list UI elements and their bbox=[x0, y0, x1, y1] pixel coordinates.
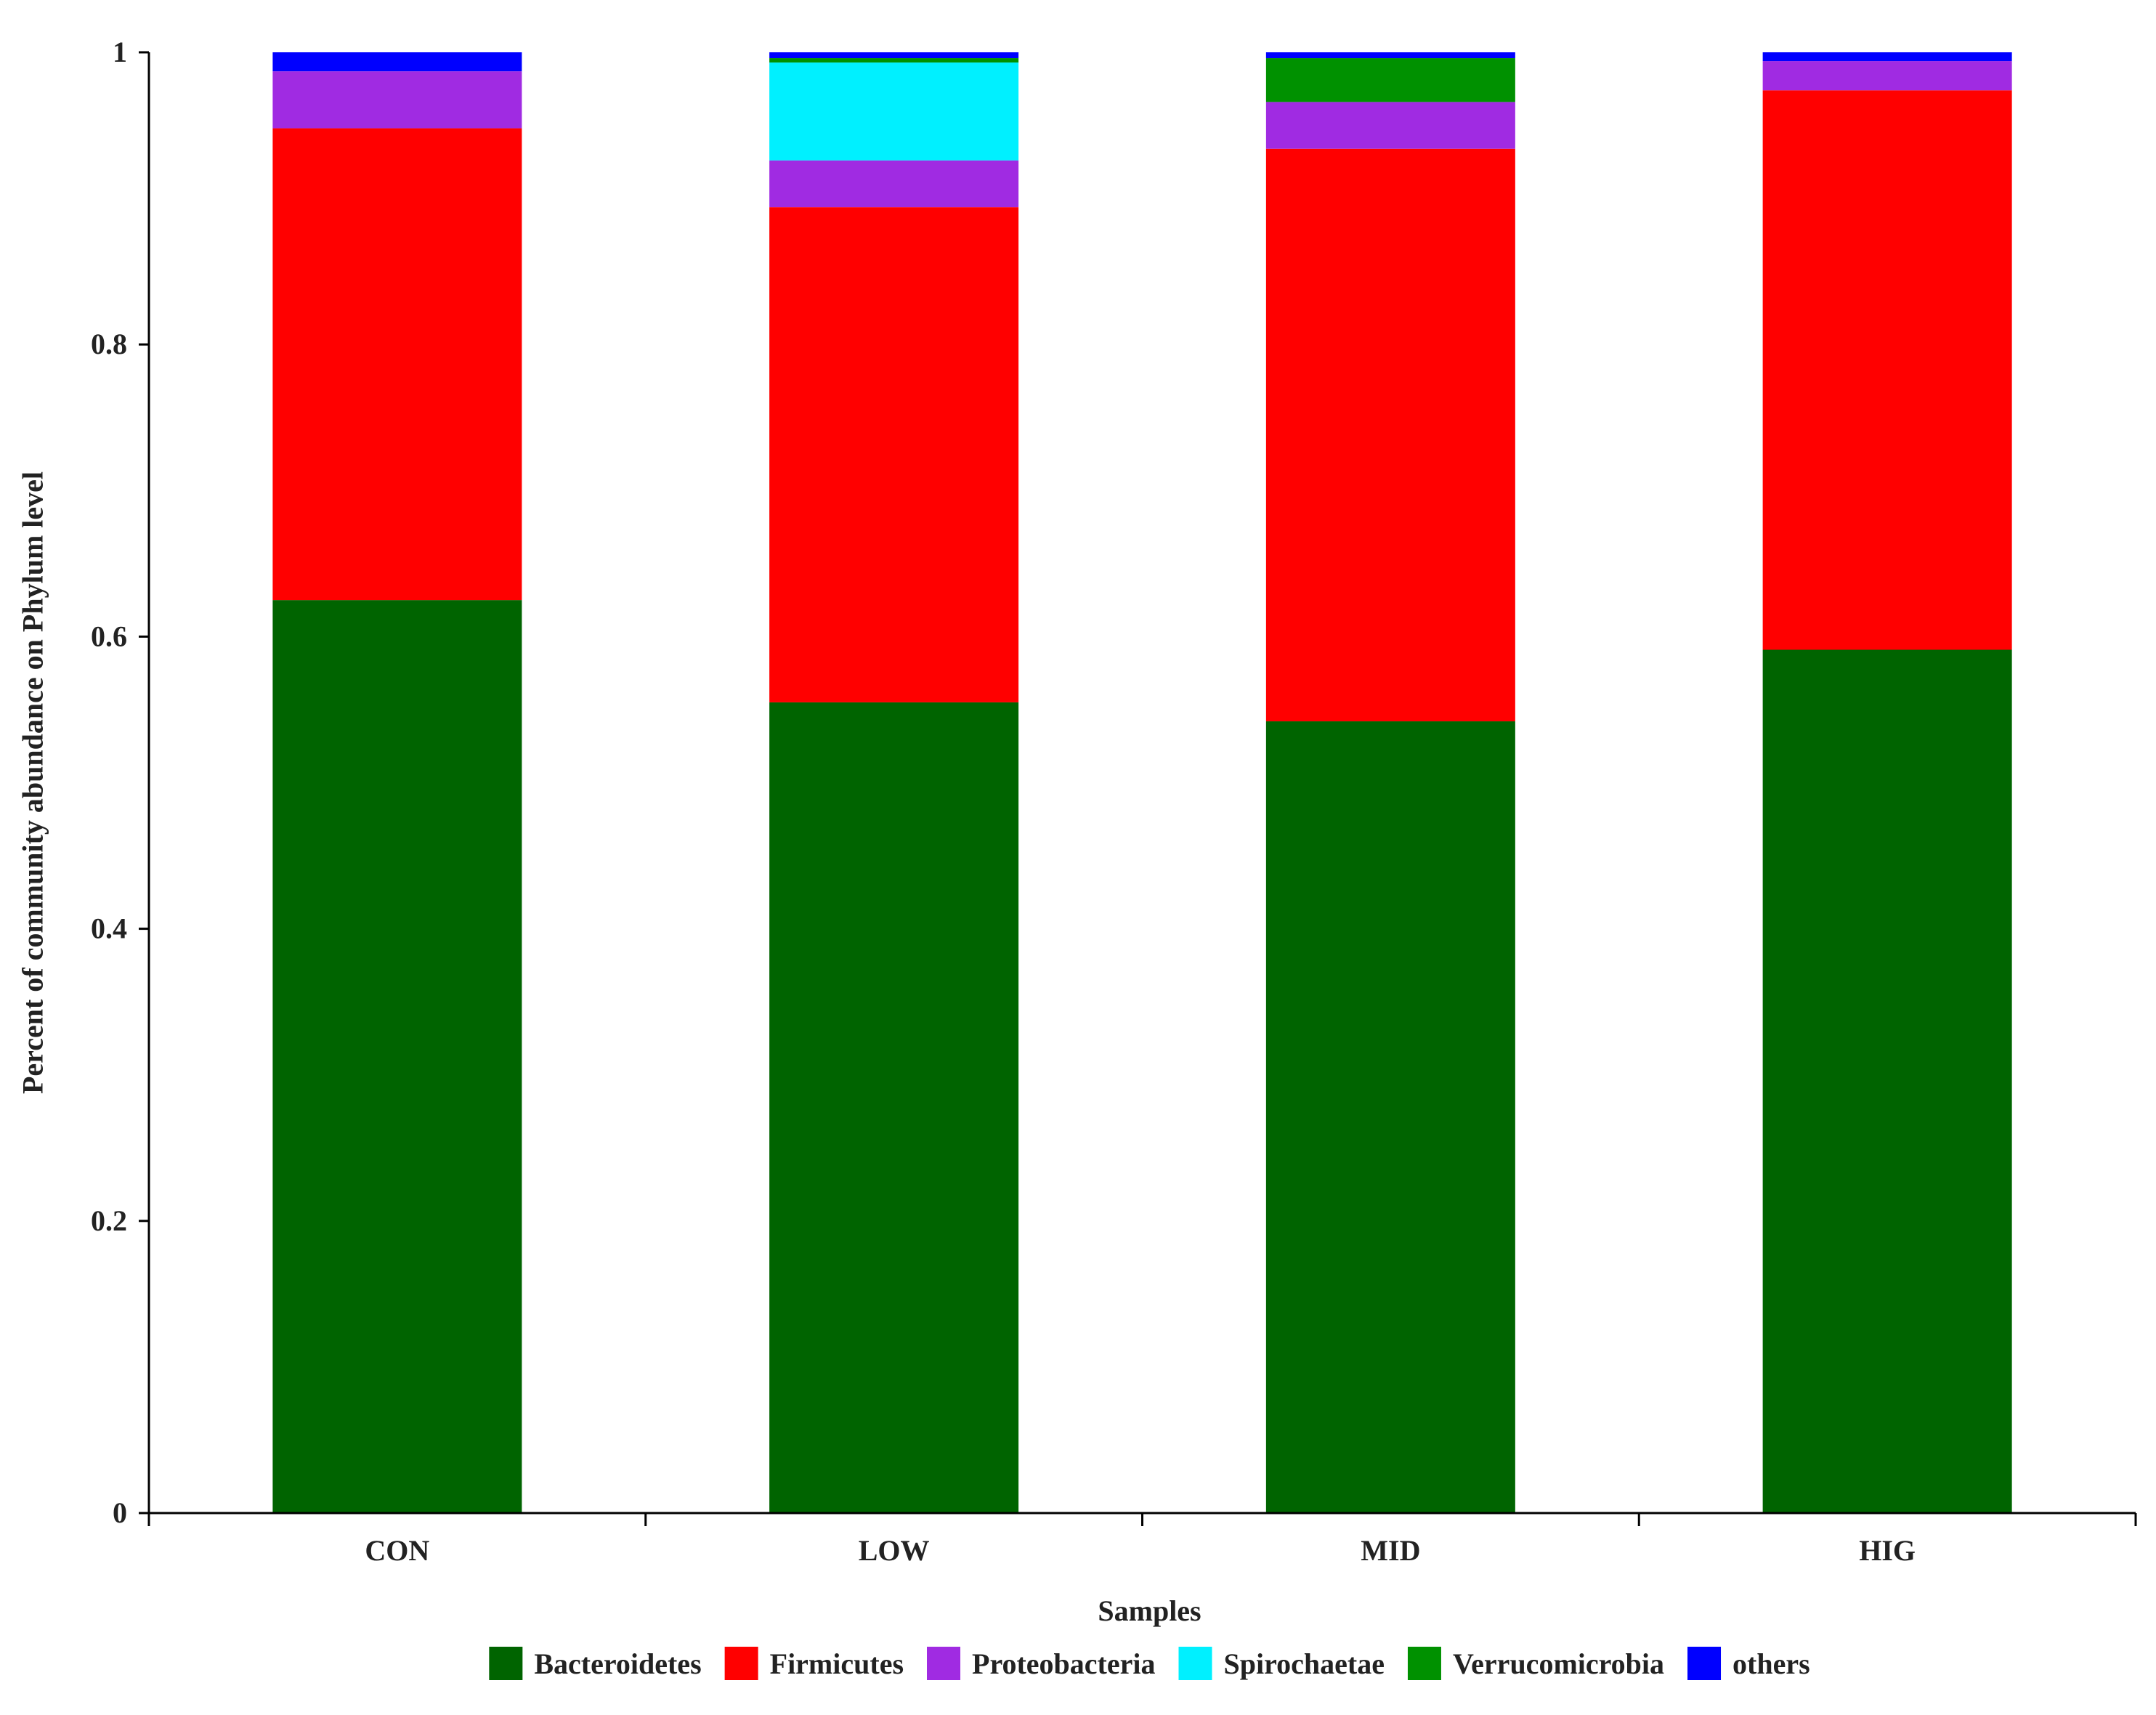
legend-swatch bbox=[489, 1647, 523, 1680]
legend-item: Spirochaetae bbox=[1178, 1647, 1385, 1680]
bar-segment bbox=[272, 128, 522, 601]
y-tick-label: 0.2 bbox=[91, 1204, 127, 1237]
bar-segment bbox=[272, 52, 522, 72]
legend-label: Firmicutes bbox=[770, 1647, 904, 1680]
x-axis-title: Samples bbox=[1098, 1594, 1201, 1627]
legend-label: Verrucomicrobia bbox=[1453, 1647, 1664, 1680]
bar-segment bbox=[1762, 649, 2012, 1513]
legend: Bacteroidetes Firmicutes Proteobacteria Spi… bbox=[489, 1647, 1810, 1680]
legend-label: Proteobacteria bbox=[972, 1647, 1155, 1680]
legend-item: Proteobacteria bbox=[927, 1647, 1155, 1680]
x-tick-label: LOW bbox=[859, 1534, 930, 1567]
legend-label: others bbox=[1732, 1647, 1810, 1680]
y-tick-label: 0.4 bbox=[91, 912, 127, 945]
legend-label: Bacteroidetes bbox=[534, 1647, 701, 1680]
bar-segment bbox=[272, 71, 522, 129]
bar-segment bbox=[1762, 90, 2012, 650]
legend-swatch bbox=[1407, 1647, 1441, 1680]
legend-swatch bbox=[927, 1647, 961, 1680]
bar-stack bbox=[272, 52, 522, 1513]
bar-segment bbox=[1265, 721, 1515, 1513]
y-tick-label: 0 bbox=[113, 1496, 127, 1529]
y-tick-label: 0.6 bbox=[91, 620, 127, 652]
y-tick-label: 1 bbox=[113, 36, 127, 68]
y-tick-label: 0.8 bbox=[91, 328, 127, 360]
bars bbox=[272, 52, 2012, 1513]
bar-segment bbox=[1265, 58, 1515, 102]
y-axis-title: Percent of community abundance on Phylum… bbox=[17, 471, 49, 1094]
bar-segment bbox=[1762, 52, 2012, 62]
bar-stack bbox=[1762, 52, 2012, 1513]
bar-segment bbox=[769, 62, 1019, 161]
legend-swatch bbox=[1178, 1647, 1212, 1680]
bar-segment bbox=[769, 702, 1019, 1513]
bar-segment bbox=[1265, 102, 1515, 149]
bar-segment bbox=[769, 160, 1019, 208]
x-tick-label: CON bbox=[365, 1534, 429, 1567]
x-tick-label: MID bbox=[1361, 1534, 1420, 1567]
bar-segment bbox=[769, 207, 1019, 702]
legend-swatch bbox=[1687, 1647, 1722, 1680]
legend-item: others bbox=[1687, 1647, 1810, 1680]
legend-item: Bacteroidetes bbox=[489, 1647, 702, 1680]
legend-item: Firmicutes bbox=[724, 1647, 904, 1680]
bar-segment bbox=[769, 58, 1019, 63]
y-axis-ticks: 0 0.2 0.4 0.6 0.8 1 bbox=[91, 36, 149, 1529]
x-axis-ticks: CON LOW MID HIG bbox=[147, 1513, 2137, 1567]
bar-segment bbox=[1762, 61, 2012, 91]
bar-segment bbox=[1265, 52, 1515, 59]
bar-segment bbox=[272, 600, 522, 1513]
legend-item: Verrucomicrobia bbox=[1407, 1647, 1664, 1680]
bar-stack bbox=[1265, 52, 1515, 1513]
x-tick-label: HIG bbox=[1859, 1534, 1916, 1567]
bar-stack bbox=[769, 52, 1019, 1513]
bar-segment bbox=[769, 52, 1019, 59]
axes bbox=[147, 52, 2136, 1515]
legend-swatch bbox=[724, 1647, 758, 1680]
bar-segment bbox=[1265, 148, 1515, 722]
legend-label: Spirochaetae bbox=[1223, 1647, 1384, 1680]
